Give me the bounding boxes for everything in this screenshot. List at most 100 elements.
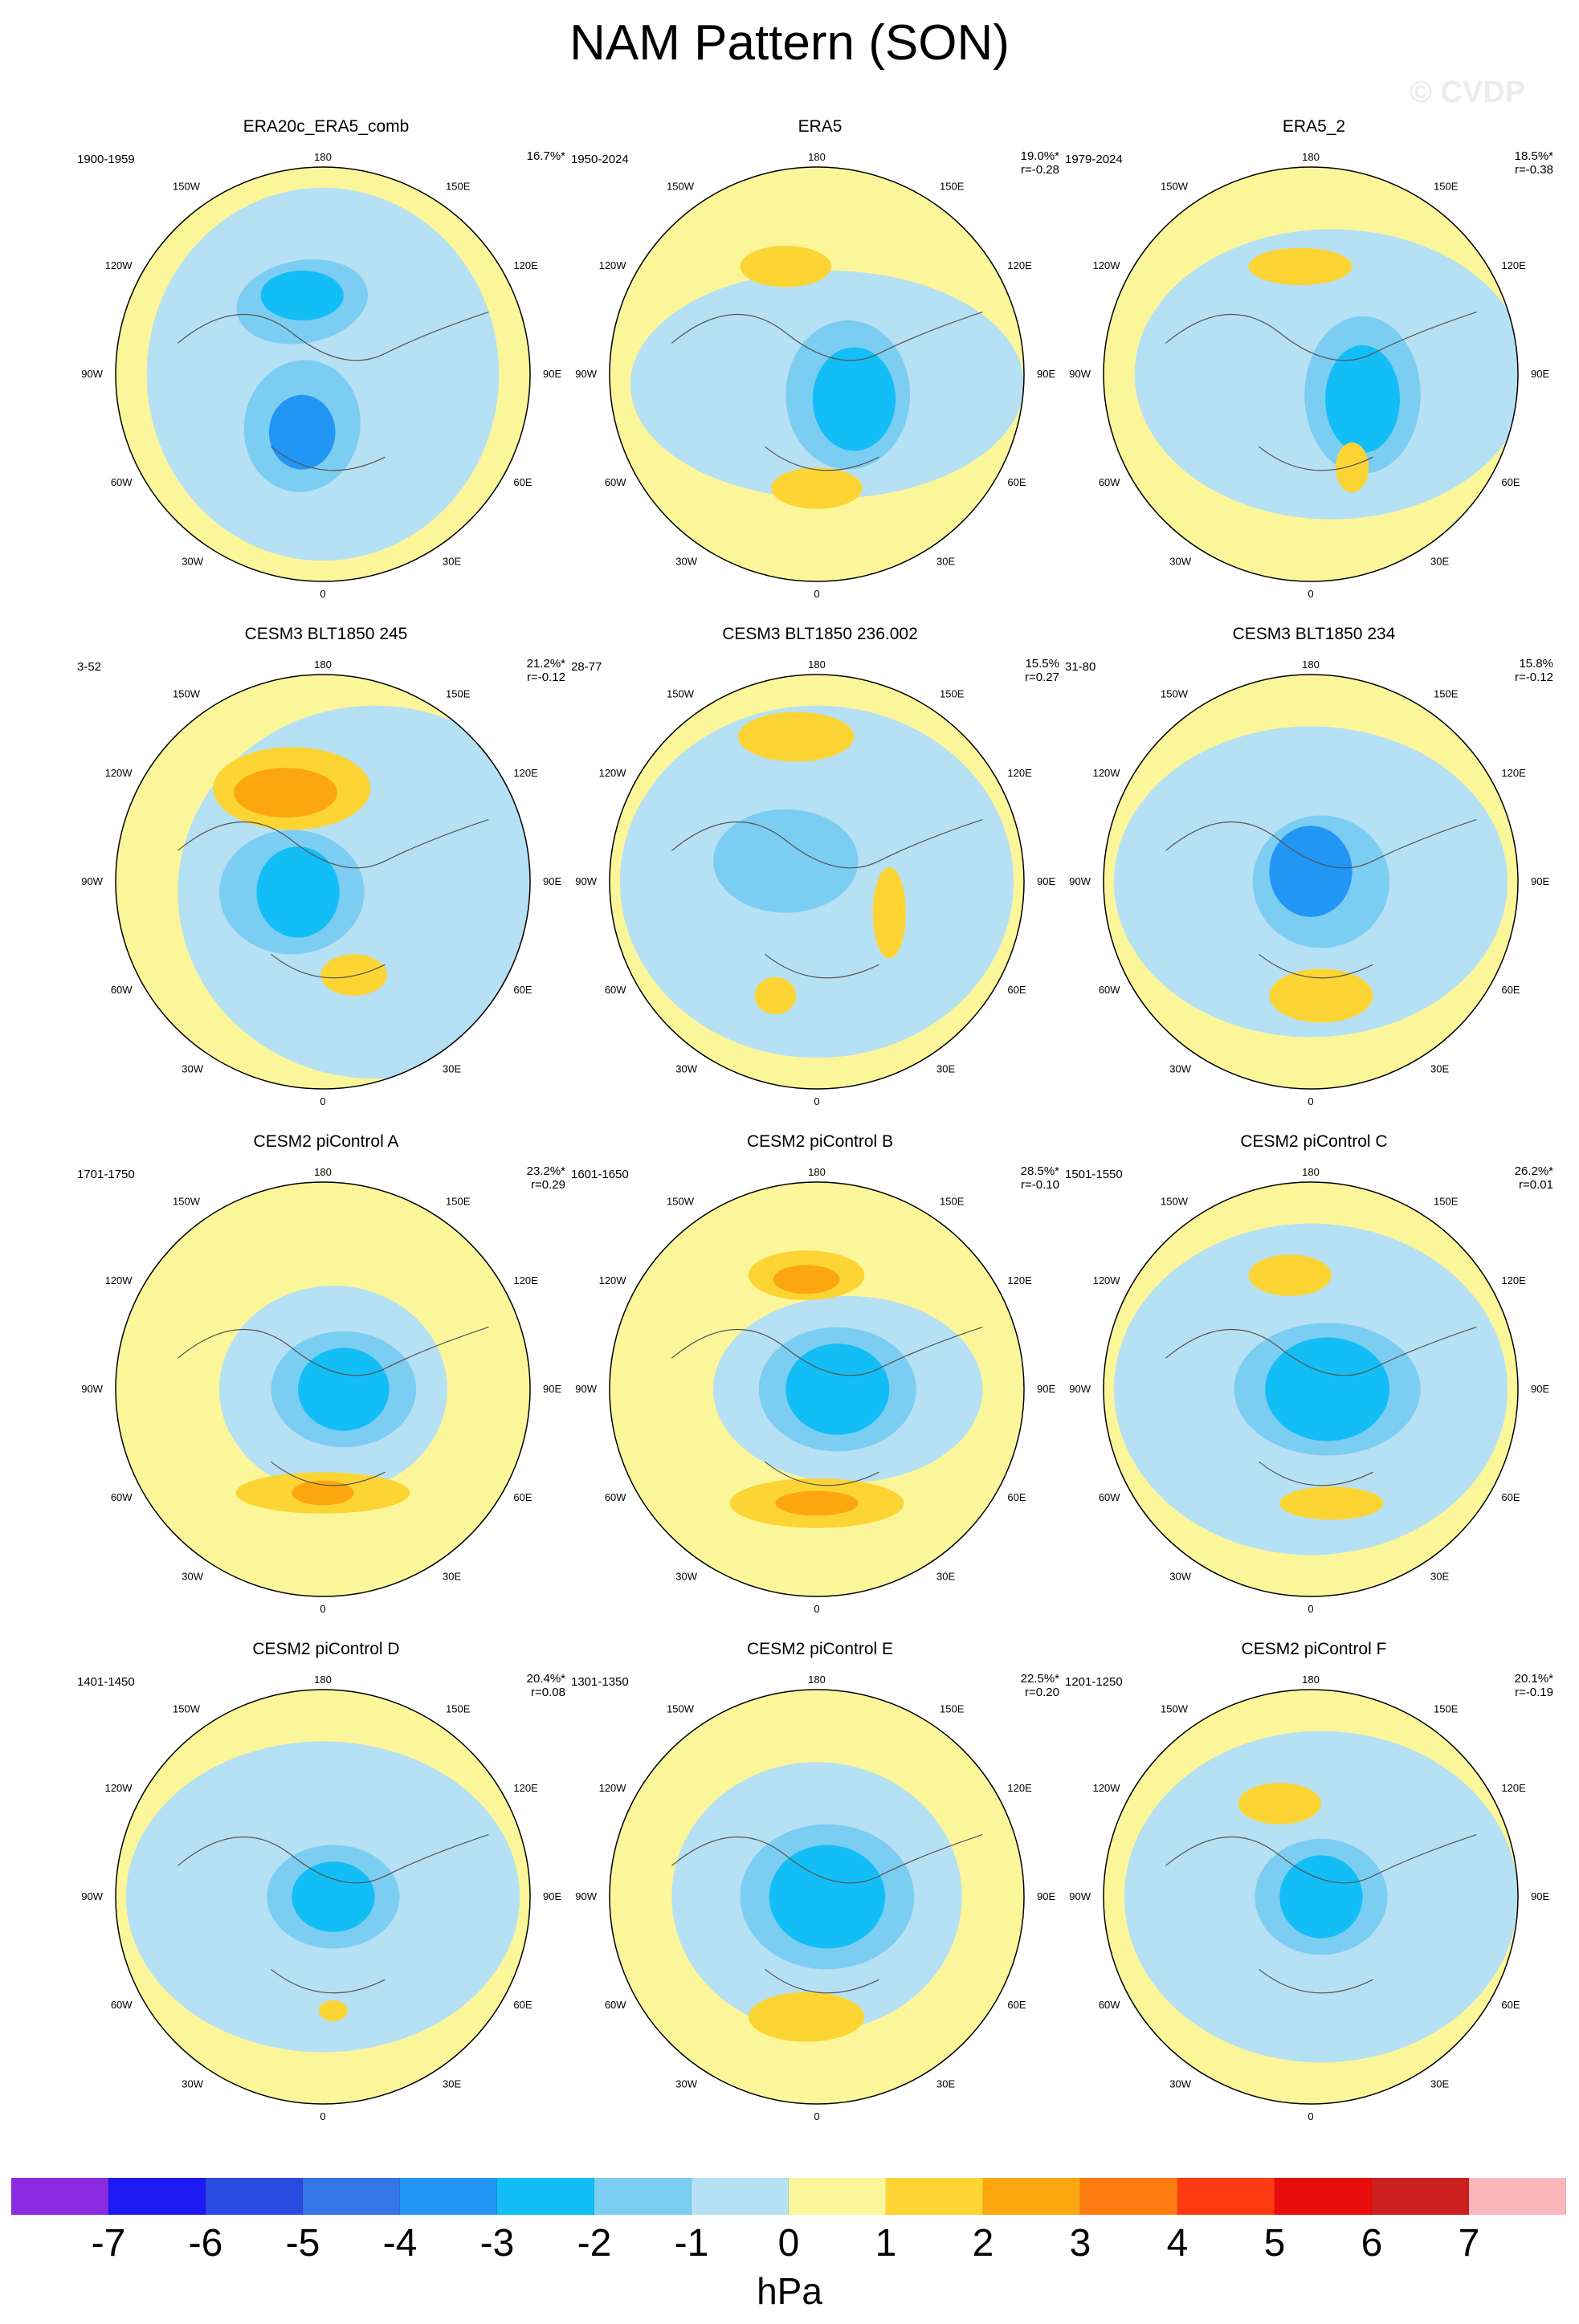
panel-title: CESM3 BLT1850 234 <box>1232 625 1396 643</box>
panel-period: 1201-1250 <box>1065 1675 1123 1689</box>
panel-period: 1701-1750 <box>77 1168 135 1181</box>
panel-title: CESM2 piControl A <box>253 1132 399 1151</box>
polar-map: 180 0 90W 90E 150W 120W 60W 30W 150E 120E 60E 30E <box>81 151 561 600</box>
map-border <box>1103 166 1519 582</box>
colorbar-box <box>594 2178 692 2215</box>
longitude-label: 120W <box>1093 1782 1121 1794</box>
colorbar-tick-label: 1 <box>875 2222 897 2265</box>
colorbar-box <box>789 2178 886 2215</box>
longitude-label: 30W <box>182 2077 203 2090</box>
explained-variance: 15.8% <box>1519 657 1553 671</box>
longitude-label: 180 <box>1302 1674 1320 1686</box>
longitude-label: 150W <box>1161 1703 1189 1715</box>
longitude-label: 150W <box>173 181 201 193</box>
longitude-label: 150E <box>1434 1196 1459 1208</box>
anomaly-contour <box>1279 1855 1363 1939</box>
panel-title: CESM2 piControl F <box>1241 1640 1387 1658</box>
polar-map: 180 0 90W 90E 150W 120W 60W 30W 150E 120E 60E 30E <box>1069 1166 1549 1615</box>
pattern-correlation: r=0.20 <box>1025 1686 1059 1699</box>
longitude-label: 180 <box>314 151 332 163</box>
anomaly-contour <box>268 394 336 470</box>
longitude-label: 0 <box>1308 1095 1313 1107</box>
anomaly-contour <box>872 866 906 959</box>
explained-variance: 16.7%* <box>526 149 565 163</box>
panel-stats: 20.1%* r=-0.19 <box>1515 1672 1553 1699</box>
pattern-correlation: r=0.29 <box>531 1178 565 1192</box>
anomaly-contour <box>320 954 387 996</box>
longitude-label: 150E <box>1434 181 1459 193</box>
longitude-label: 30W <box>182 1062 203 1074</box>
longitude-label: 180 <box>808 151 826 163</box>
longitude-label: 0 <box>814 1603 819 1615</box>
longitude-label: 60E <box>513 476 532 488</box>
map-panel: CESM3 BLT1850 236.002 28-77 15.5% r=0.27 180… <box>571 625 1069 1131</box>
longitude-label: 30W <box>182 555 203 567</box>
anomaly-contour <box>713 809 859 913</box>
longitude-label: 150W <box>173 688 201 700</box>
map-panel: CESM2 piControl B 1601-1650 28.5%* r=-0.10 1… <box>571 1132 1069 1638</box>
longitude-label: 30E <box>936 1570 955 1582</box>
map-border <box>1103 1181 1519 1597</box>
panel-period: 1950-2024 <box>571 153 629 166</box>
colorbar-tick-label: 7 <box>1458 2222 1480 2265</box>
pattern-correlation: r=0.27 <box>1025 671 1059 684</box>
longitude-label: 30W <box>1169 2077 1191 2090</box>
pattern-correlation: r=-0.38 <box>1515 163 1553 177</box>
pattern-correlation: r=-0.12 <box>1515 671 1553 684</box>
panel-stats: 22.5%* r=0.20 <box>1021 1672 1059 1699</box>
longitude-label: 30E <box>443 1062 461 1074</box>
longitude-label: 30W <box>675 1062 697 1074</box>
coastline <box>1165 312 1477 471</box>
coastline <box>177 1834 489 1994</box>
polar-map: 180 0 90W 90E 150W 120W 60W 30W 150E 120E 60E 30E <box>1069 658 1549 1107</box>
longitude-label: 180 <box>314 1166 332 1178</box>
longitude-label: 180 <box>1302 1166 1320 1178</box>
anomaly-contour <box>771 467 863 509</box>
longitude-label: 180 <box>1302 151 1320 163</box>
panel-title: ERA5 <box>798 117 843 136</box>
coastline <box>671 312 983 471</box>
longitude-label: 120E <box>1007 1782 1032 1794</box>
longitude-label: 150E <box>940 181 965 193</box>
anomaly-contour <box>754 976 797 1015</box>
longitude-label: 150E <box>940 1196 965 1208</box>
panel-stats: 21.2%* r=-0.12 <box>527 657 565 684</box>
map-panel: CESM2 piControl A 1701-1750 23.2%* r=0.29 18… <box>77 1132 575 1638</box>
anomaly-contour <box>737 711 855 762</box>
map-border <box>609 166 1025 582</box>
longitude-label: 90W <box>1069 368 1091 380</box>
longitude-label: 120E <box>513 259 538 271</box>
colorbar-box <box>11 2178 108 2215</box>
colorbar-box <box>1275 2178 1372 2215</box>
longitude-label: 60W <box>1099 1999 1120 2011</box>
longitude-label: 90E <box>1531 368 1549 380</box>
longitude-label: 120W <box>105 1782 133 1794</box>
map-panel: ERA5 1950-2024 19.0%* r=-0.28 180 0 90W 90E 150W… <box>571 117 1069 623</box>
longitude-label: 120E <box>1501 1782 1526 1794</box>
map-border <box>1103 674 1519 1090</box>
longitude-label: 0 <box>320 2110 325 2122</box>
longitude-label: 30E <box>443 1570 461 1582</box>
panel-period: 1501-1550 <box>1065 1168 1123 1181</box>
longitude-label: 90W <box>575 1383 597 1395</box>
anomaly-contour <box>260 271 344 320</box>
longitude-label: 30W <box>1169 1062 1191 1074</box>
map-panel: CESM3 BLT1850 245 3-52 21.2%* r=-0.12 180 0 90… <box>77 625 575 1131</box>
panel-stats: 18.5%* r=-0.38 <box>1515 149 1553 177</box>
coastline <box>671 1327 983 1486</box>
longitude-label: 90E <box>543 1890 561 1902</box>
longitude-label: 60E <box>1007 1999 1026 2011</box>
panel-stats: 15.5% r=0.27 <box>1025 657 1059 684</box>
longitude-label: 150W <box>667 1196 695 1208</box>
longitude-label: 90E <box>1037 1383 1055 1395</box>
longitude-label: 90E <box>543 1383 561 1395</box>
longitude-label: 120W <box>1093 767 1121 779</box>
colorbar-box <box>692 2178 789 2215</box>
colorbar-box <box>886 2178 983 2215</box>
longitude-label: 150E <box>1434 1703 1459 1715</box>
longitude-label: 150E <box>940 688 965 700</box>
coastline <box>1165 819 1477 979</box>
longitude-label: 90E <box>1037 368 1055 380</box>
longitude-label: 150W <box>667 181 695 193</box>
longitude-label: 180 <box>314 658 332 671</box>
